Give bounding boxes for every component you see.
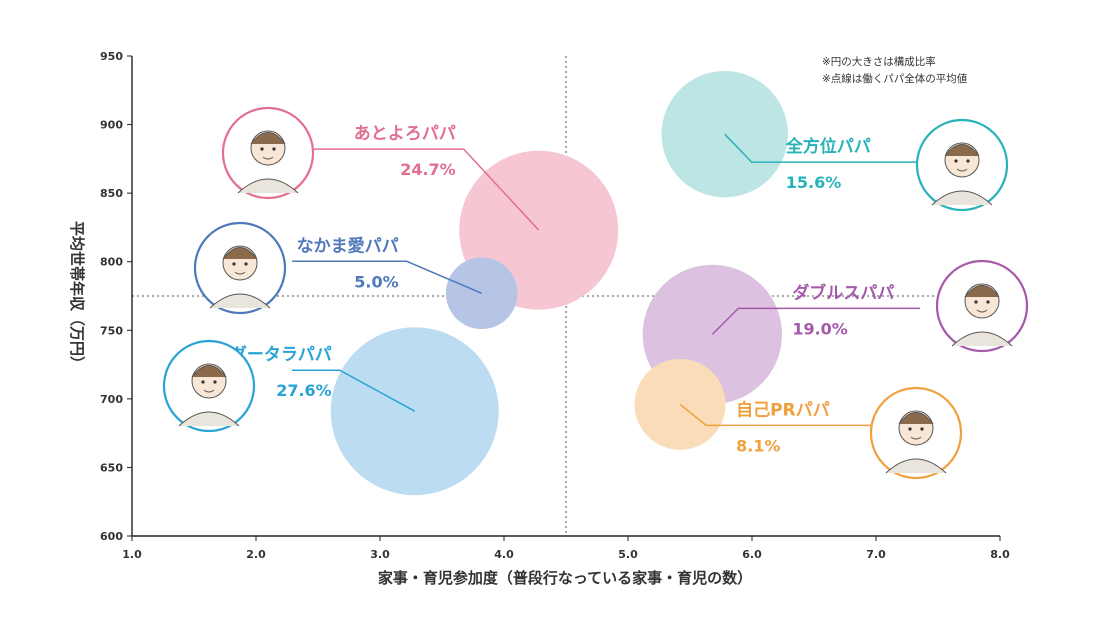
y-tick-label: 700 bbox=[100, 393, 123, 406]
series-labels: あとよろパパ 24.7% なかま愛パパ 5.0% グータラパパ 27.6% 全方位パパ 15.… bbox=[162, 106, 1029, 480]
series-annotation: グータラパパ 27.6% bbox=[162, 339, 416, 433]
y-tick-label: 600 bbox=[100, 530, 123, 543]
x-tick-label: 1.0 bbox=[122, 548, 142, 561]
x-tick-label: 8.0 bbox=[990, 548, 1010, 561]
series-percent-label: 15.6% bbox=[786, 173, 842, 192]
x-tick-label: 7.0 bbox=[866, 548, 886, 561]
avatar-illustration bbox=[221, 106, 315, 200]
x-tick-label: 2.0 bbox=[246, 548, 266, 561]
y-tick-label: 900 bbox=[100, 119, 123, 132]
avatar-illustration bbox=[869, 386, 963, 480]
avatar-illustration bbox=[935, 259, 1029, 353]
x-tick-label: 4.0 bbox=[494, 548, 514, 561]
y-tick-label: 750 bbox=[100, 324, 123, 337]
chart-text: 家事・育児参加度（普段行なっている家事・育児の数） 平均世帯年収（万円） ※円の… bbox=[68, 55, 968, 587]
x-tick-label: 6.0 bbox=[742, 548, 762, 561]
leader-line bbox=[292, 148, 540, 231]
series-name-label: ダブルスパパ bbox=[792, 282, 894, 303]
y-tick-label: 800 bbox=[100, 256, 123, 269]
series-annotation: 自己PRパパ 8.1% bbox=[679, 386, 963, 480]
series-percent-label: 8.1% bbox=[736, 436, 780, 455]
series-annotation: なかま愛パパ 5.0% bbox=[193, 221, 482, 315]
leader-line bbox=[711, 307, 920, 335]
x-axis-label: 家事・育児参加度（普段行なっている家事・育児の数） bbox=[378, 569, 752, 587]
series-annotation: あとよろパパ 24.7% bbox=[221, 106, 540, 231]
y-tick-label: 650 bbox=[100, 461, 123, 474]
y-tick-label: 850 bbox=[100, 187, 123, 200]
series-name-label: あとよろパパ bbox=[354, 124, 456, 144]
series-percent-label: 24.7% bbox=[400, 160, 456, 179]
series-name-label: 自己PRパパ bbox=[736, 399, 830, 420]
series-name-label: グータラパパ bbox=[230, 344, 332, 365]
leader-line bbox=[292, 369, 416, 412]
y-axis-label: 平均世帯年収（万円） bbox=[68, 221, 86, 371]
series-annotation: 全方位パパ 15.6% bbox=[724, 118, 1009, 212]
series-percent-label: 19.0% bbox=[792, 319, 848, 338]
y-tick-label: 950 bbox=[100, 50, 123, 63]
series-percent-label: 27.6% bbox=[276, 381, 332, 400]
leader-line bbox=[292, 260, 482, 294]
avatar-illustration bbox=[162, 339, 256, 433]
axes: 600 650 700 750 800 850 900 950 1.0 2.0 3.0 4.0 5.0 6… bbox=[100, 50, 1010, 561]
series-name-label: なかま愛パパ bbox=[297, 235, 399, 256]
series-annotation: ダブルスパパ 19.0% bbox=[711, 259, 1029, 353]
note-dotted-line: ※点線は働くパパ全体の平均値 bbox=[822, 72, 968, 85]
series-name-label: 全方位パパ bbox=[785, 136, 871, 157]
note-circle-size: ※円の大きさは構成比率 bbox=[822, 55, 936, 68]
leader-line bbox=[679, 403, 920, 427]
series-percent-label: 5.0% bbox=[354, 272, 398, 291]
avatar-illustration bbox=[193, 221, 287, 315]
x-tick-label: 3.0 bbox=[370, 548, 390, 561]
leader-line bbox=[724, 133, 920, 163]
avatar-illustration bbox=[915, 118, 1009, 212]
x-tick-label: 5.0 bbox=[618, 548, 638, 561]
